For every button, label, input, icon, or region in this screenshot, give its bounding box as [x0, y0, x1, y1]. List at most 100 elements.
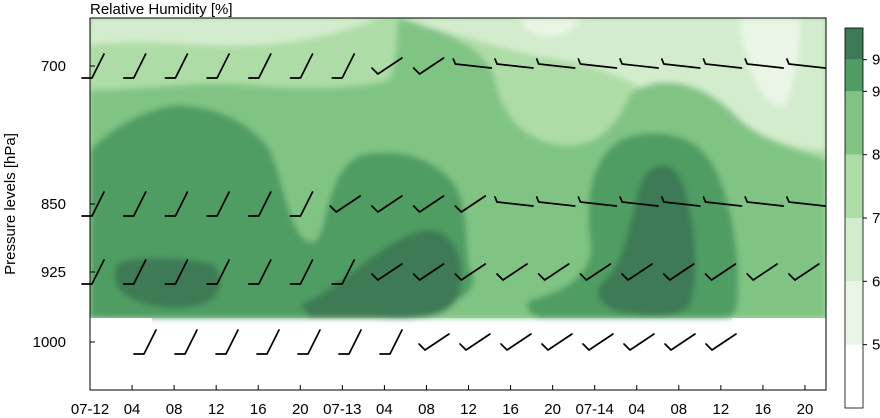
wind-barb: [164, 191, 189, 217]
wind-barb: [206, 191, 230, 217]
wind-barb: [215, 329, 239, 355]
wind-barb: [459, 333, 491, 351]
band-60-70: [90, 18, 380, 46]
wind-barb: [662, 263, 695, 281]
colorbar-tick-label: 80: [872, 147, 880, 164]
wind-barb: [412, 195, 445, 213]
x-tick-label: 16: [250, 401, 267, 418]
x-axis: 07-12 04 08 12 16 20 07-13 04 08 12 16 20 07-14 04 08 1…: [71, 385, 814, 418]
x-tick-label: 20: [797, 401, 814, 418]
wind-barb: [247, 53, 272, 79]
colorbar-tick-label: 70: [872, 210, 880, 227]
y-tick-label: 1000: [33, 334, 66, 351]
wind-barb: [297, 329, 321, 355]
x-tick-label: 07-12: [71, 401, 109, 418]
wind-barb: [371, 195, 403, 213]
x-tick-label: 16: [502, 401, 519, 418]
x-tick-label: 20: [544, 401, 561, 418]
wind-barb: [619, 196, 659, 207]
x-tick-label: 04: [376, 401, 393, 418]
wind-barb: [660, 196, 701, 207]
wind-barb: [371, 263, 403, 281]
band-60-70: [90, 18, 826, 150]
colorbar: 50 60 70 80 90 95: [844, 27, 880, 409]
wind-barb: [582, 333, 614, 351]
wind-barbs: [81, 53, 826, 355]
band-95-100: [300, 229, 462, 319]
missing-data-mask: [90, 318, 826, 390]
x-tick-label: 04: [124, 401, 141, 418]
wind-barb: [418, 333, 450, 351]
wind-barb: [164, 259, 189, 285]
colorbar-swatch: [845, 59, 863, 92]
wind-barb: [500, 333, 532, 351]
y-tick-label: 850: [41, 196, 66, 213]
axes: 07-12 04 08 12 16 20 07-13 04 08 12 16 20 07-14 04 08 1…: [33, 17, 827, 418]
wind-barb: [702, 196, 743, 207]
wind-barb: [788, 263, 820, 281]
band-50-60: [520, 18, 580, 37]
wind-barb: [331, 259, 356, 285]
wind-barb: [746, 263, 779, 281]
colorbar-tick-label: 90: [872, 83, 880, 100]
wind-barb: [247, 259, 272, 285]
x-tick-label: 04: [628, 401, 645, 418]
wind-barb: [496, 263, 528, 281]
wind-barb: [535, 196, 576, 207]
band-50-60: [740, 18, 800, 106]
wind-barb: [206, 53, 230, 79]
wind-barb: [164, 53, 189, 79]
wind-barb: [619, 58, 659, 69]
wind-barb: [206, 259, 230, 285]
wind-barb: [454, 195, 487, 213]
x-tick-label: 07-13: [323, 401, 361, 418]
wind-barb: [705, 333, 737, 351]
wind-barb: [577, 196, 618, 207]
y-axis: 700 850 925 1000: [33, 58, 95, 351]
wind-barb: [133, 329, 157, 355]
wind-barb: [331, 53, 356, 79]
humidity-field: [90, 18, 826, 390]
wind-barb: [541, 333, 573, 351]
wind-barb: [289, 191, 314, 217]
x-tick-label: 20: [292, 401, 309, 418]
wind-barb: [744, 196, 785, 207]
y-axis-label: Pressure levels [hPa]: [2, 133, 19, 275]
wind-barb: [454, 263, 487, 281]
y-tick-label: 700: [41, 58, 66, 75]
colorbar-swatch: [845, 344, 863, 408]
wind-barb: [174, 329, 198, 355]
x-tick-label: 12: [713, 401, 730, 418]
wind-barb: [660, 58, 701, 69]
colorbar-swatch: [845, 281, 863, 345]
wind-barb: [702, 58, 743, 69]
wind-barb: [621, 263, 653, 281]
colorbar-tick-label: 50: [872, 337, 880, 354]
wind-barb: [786, 196, 826, 207]
colorbar-tick-label: 60: [872, 273, 880, 290]
wind-barb: [452, 58, 493, 69]
wind-barb: [579, 263, 612, 281]
wind-barb: [412, 57, 445, 75]
wind-barb: [289, 259, 314, 285]
wind-barb: [577, 58, 618, 69]
wind-barb: [535, 58, 576, 69]
chart-title: Relative Humidity [%]: [90, 1, 233, 18]
wind-barb: [122, 53, 147, 79]
wind-barb: [412, 263, 445, 281]
wind-barb: [122, 191, 147, 217]
x-tick-label: 12: [460, 401, 477, 418]
wind-barb: [623, 333, 655, 351]
wind-barb: [122, 259, 147, 285]
x-tick-label: 07-14: [575, 401, 613, 418]
x-tick-label: 08: [670, 401, 687, 418]
wind-barb: [744, 58, 785, 69]
wind-barb: [371, 57, 403, 75]
colorbar-swatch: [845, 218, 863, 282]
wind-barb: [289, 53, 314, 79]
wind-barb: [338, 329, 362, 355]
wind-barb: [379, 329, 403, 355]
wind-barb: [494, 58, 534, 69]
x-tick-label: 08: [166, 401, 183, 418]
